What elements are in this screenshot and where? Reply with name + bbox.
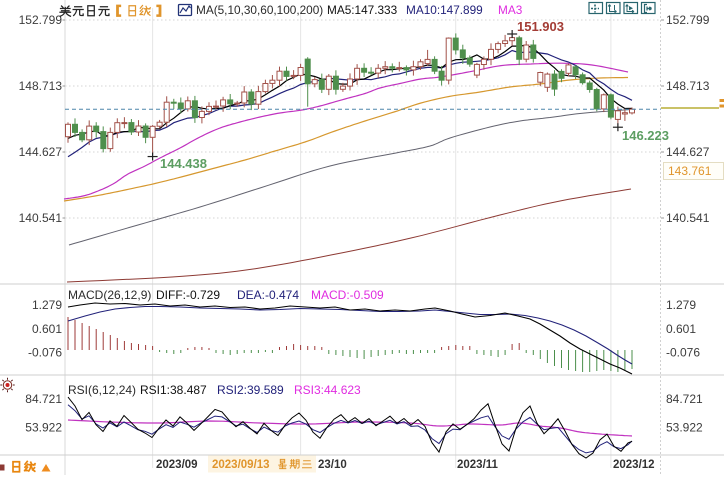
svg-text:0.601: 0.601: [32, 322, 62, 336]
svg-text:144.627: 144.627: [19, 145, 63, 159]
svg-text:MACD(26,12,9): MACD(26,12,9): [68, 288, 151, 302]
svg-text:144.627: 144.627: [666, 145, 710, 159]
svg-text:152.799: 152.799: [666, 13, 710, 27]
svg-text:DIFF:-0.729: DIFF:-0.729: [156, 288, 220, 302]
svg-text:23/10: 23/10: [318, 459, 347, 471]
svg-text:0.601: 0.601: [666, 322, 696, 336]
svg-text:53.922: 53.922: [25, 421, 62, 435]
svg-text:2023/09: 2023/09: [156, 459, 198, 471]
svg-text:84.721: 84.721: [25, 392, 62, 406]
svg-text:MA5:147.333: MA5:147.333: [327, 3, 398, 17]
svg-text:RSI(6,12,24): RSI(6,12,24): [68, 383, 136, 397]
svg-text:84.721: 84.721: [666, 392, 703, 406]
svg-text:140.541: 140.541: [666, 211, 710, 225]
svg-text:MA(5,10,30,60,100,200): MA(5,10,30,60,100,200): [196, 3, 323, 17]
svg-text:143.761: 143.761: [668, 164, 712, 178]
svg-text:144.438: 144.438: [160, 156, 207, 171]
svg-text:146.223: 146.223: [622, 128, 669, 143]
svg-text:148.713: 148.713: [19, 79, 63, 93]
svg-text:148.713: 148.713: [666, 79, 710, 93]
svg-text:1.279: 1.279: [32, 298, 62, 312]
svg-text:MA3: MA3: [498, 3, 523, 17]
svg-text:MA10:147.899: MA10:147.899: [406, 3, 483, 17]
svg-text:RSI3:44.623: RSI3:44.623: [294, 383, 361, 397]
svg-text:MACD:-0.509: MACD:-0.509: [311, 288, 384, 302]
svg-text:-0.076: -0.076: [28, 346, 62, 360]
svg-text:1.279: 1.279: [666, 298, 696, 312]
svg-text:151.903: 151.903: [517, 19, 564, 34]
svg-text:RSI2:39.589: RSI2:39.589: [217, 383, 284, 397]
svg-text:2023/09/13: 2023/09/13: [212, 459, 270, 471]
svg-text:53.922: 53.922: [666, 421, 703, 435]
svg-text:DEA:-0.474: DEA:-0.474: [237, 288, 299, 302]
svg-text:RSI1:38.487: RSI1:38.487: [140, 383, 207, 397]
svg-text:152.799: 152.799: [19, 13, 63, 27]
svg-text:140.541: 140.541: [19, 211, 63, 225]
svg-text:2023/11: 2023/11: [457, 459, 499, 471]
svg-text:2023/12: 2023/12: [613, 459, 655, 471]
svg-text:-0.076: -0.076: [666, 346, 700, 360]
